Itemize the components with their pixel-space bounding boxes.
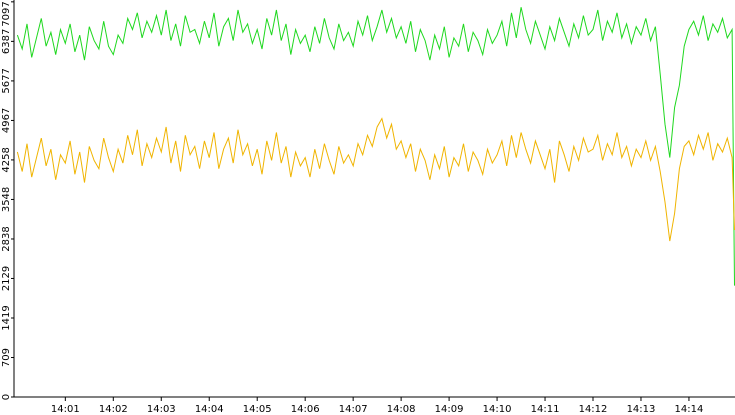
series-line: [16, 7, 735, 286]
x-tick-label: 14:05: [243, 404, 272, 415]
x-tick-label: 14:12: [579, 404, 608, 415]
x-tick-label: 14:08: [387, 404, 416, 415]
x-tick-label: 14:11: [531, 404, 560, 415]
y-tick-label: 4258: [1, 147, 12, 172]
y-tick-label: 0: [1, 394, 12, 400]
x-tick-label: 14:07: [339, 404, 368, 415]
x-tick-label: 14:01: [51, 404, 80, 415]
y-tick-label: 7097: [1, 1, 12, 26]
x-tick-label: 14:03: [147, 404, 176, 415]
y-tick-label: 2129: [1, 266, 12, 291]
y-tick-label: 4967: [1, 108, 12, 133]
series-line: [16, 117, 735, 242]
x-tick-label: 14:06: [291, 404, 320, 415]
y-tick-label: 5677: [1, 68, 12, 93]
x-tick-label: 14:09: [435, 404, 464, 415]
x-tick-label: 14:13: [627, 404, 656, 415]
x-tick-label: 14:02: [99, 404, 128, 415]
x-tick-label: 14:14: [675, 404, 704, 415]
x-tick-label: 14:04: [195, 404, 224, 415]
y-tick-label: 1419: [1, 305, 12, 330]
y-tick-label: 709: [1, 348, 12, 367]
y-tick-label: 3548: [1, 187, 12, 212]
y-tick-label: 2838: [1, 226, 12, 251]
y-tick-label: 6387: [1, 29, 12, 54]
x-tick-label: 14:10: [483, 404, 512, 415]
